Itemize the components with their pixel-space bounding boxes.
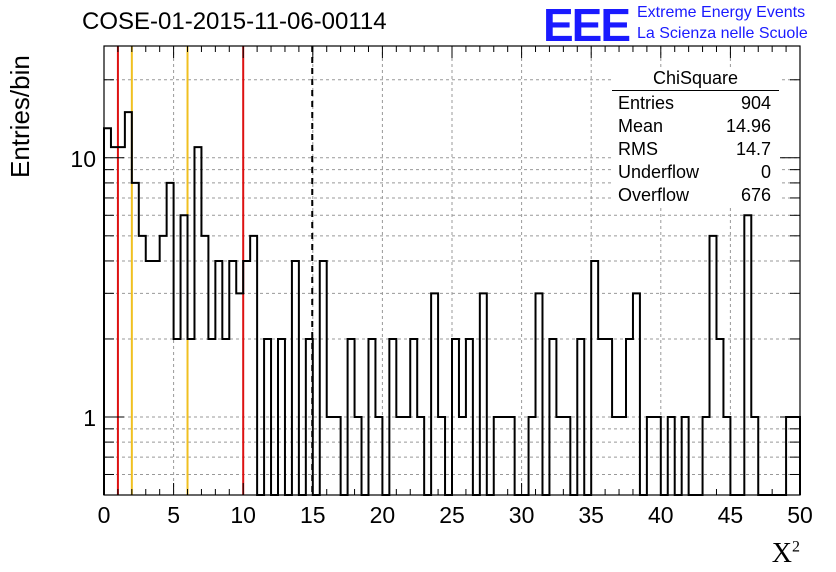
chart-title: COSE-01-2015-11-06-00114 <box>82 8 387 35</box>
stats-row-rms: RMS 14.7 <box>612 138 779 161</box>
logo-line-1: Extreme Energy Events <box>637 4 806 21</box>
x-tick-label: 40 <box>648 502 674 528</box>
x-axis-label-superscript: 2 <box>792 538 800 556</box>
x-tick-label: 20 <box>370 502 396 528</box>
x-tick-label: 25 <box>439 502 465 528</box>
stats-title: ChiSquare <box>612 68 779 91</box>
stats-box: ChiSquare Entries 904 Mean 14.96 RMS 14.7 U… <box>612 68 779 207</box>
histogram-series <box>103 111 801 496</box>
stats-row-entries: Entries 904 <box>612 92 779 115</box>
x-tick-label: 50 <box>787 502 813 528</box>
stats-value: 904 <box>740 93 771 113</box>
stats-label: Underflow <box>618 162 700 182</box>
axis-ticks <box>103 46 801 496</box>
stats-label: Overflow <box>618 185 690 205</box>
stats-value: 14.7 <box>735 139 771 159</box>
y-axis-label: Entries/bin <box>5 55 35 178</box>
logo-line-2: La Scienza nelle Scuole <box>637 25 808 42</box>
stats-value: 676 <box>740 185 771 205</box>
x-tick-labels: 0 5 10 15 20 25 30 35 40 45 50 <box>98 502 813 528</box>
x-tick-label: 0 <box>98 502 111 528</box>
y-tick-label: 10 <box>70 146 96 172</box>
x-tick-label: 35 <box>578 502 604 528</box>
eee-logo: EEE Extreme Energy Events La Scienza nel… <box>543 2 833 48</box>
x-tick-label: 5 <box>167 502 180 528</box>
x-axis-label: X2 <box>772 538 800 570</box>
stats-value: 14.96 <box>725 116 771 136</box>
stats-label: Entries <box>618 93 675 113</box>
stats-label: RMS <box>618 139 658 159</box>
x-tick-label: 15 <box>300 502 326 528</box>
x-tick-label: 45 <box>718 502 744 528</box>
y-tick-labels: 1 10 <box>70 146 96 431</box>
stats-row-underflow: Underflow 0 <box>612 161 779 184</box>
stats-row-mean: Mean 14.96 <box>612 115 779 138</box>
eee-logo-mark: EEE <box>543 0 631 51</box>
stats-value: 0 <box>760 162 771 182</box>
x-axis-label-base: X <box>771 538 792 569</box>
stats-label: Mean <box>618 116 664 136</box>
x-tick-label: 10 <box>230 502 256 528</box>
x-tick-label: 30 <box>509 502 535 528</box>
stats-row-overflow: Overflow 676 <box>612 184 779 207</box>
y-tick-label: 1 <box>83 405 96 431</box>
